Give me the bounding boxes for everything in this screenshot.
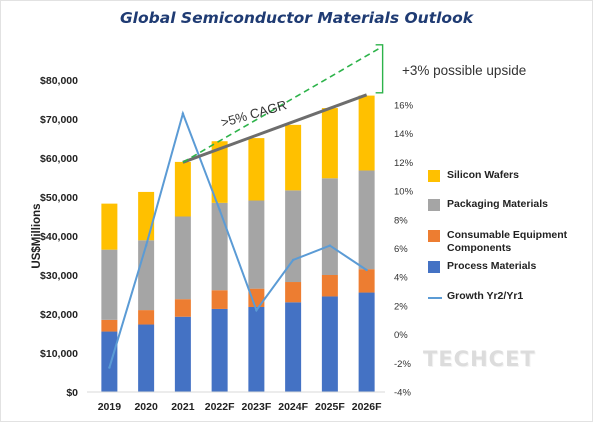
bar-silicon-wafers-2026f [358, 95, 375, 171]
bar-silicon-wafers-2023f [248, 138, 265, 201]
x-tick-label: 2026F [352, 401, 382, 413]
y2-tick-label: 14% [394, 129, 414, 140]
bar-consumable-equipment-components-2021 [174, 299, 191, 317]
bar-process-materials-2025f [321, 296, 338, 392]
bar-packaging-materials-2022f [211, 202, 228, 291]
bar-process-materials-2024f [285, 302, 302, 392]
growth-point [108, 366, 111, 369]
y-tick-label: $70,000 [40, 114, 78, 126]
y2-tick-label: 2% [394, 301, 408, 312]
bar-consumable-equipment-components-2023f [248, 288, 265, 307]
bar-packaging-materials-2025f [321, 178, 338, 275]
bar-silicon-wafers-2020 [138, 191, 155, 241]
growth-point [255, 309, 258, 312]
bar-packaging-materials-2026f [358, 170, 375, 270]
y-tick-label: $50,000 [40, 192, 78, 204]
y-tick-label: $10,000 [40, 348, 78, 360]
legend-label-process-materials: Process Materials [447, 260, 537, 272]
x-tick-label: 2023F [241, 401, 271, 413]
growth-line [108, 110, 368, 368]
bar-process-materials-2022f [211, 308, 228, 392]
growth-point [144, 244, 148, 247]
legend-label-packaging-materials: Packaging Materials [447, 198, 548, 210]
y-tick-label: $20,000 [40, 309, 78, 321]
bar-consumable-equipment-components-2025f [321, 275, 338, 297]
growth-point [328, 244, 332, 247]
growth-point [181, 112, 185, 115]
bar-silicon-wafers-2021 [174, 161, 191, 217]
legend-swatch-consumable-equipment [428, 230, 440, 242]
bar-packaging-materials-2019 [101, 249, 118, 320]
bar-silicon-wafers-2019 [101, 203, 118, 250]
bar-consumable-equipment-components-2019 [101, 319, 118, 332]
y-tick-label: $30,000 [40, 270, 78, 282]
bar-consumable-equipment-components-2022f [211, 290, 228, 309]
legend-swatch-packaging-materials [428, 199, 440, 211]
legend-label-growth: Growth Yr2/Yr1 [447, 290, 524, 302]
y2-tick-label: 6% [394, 244, 408, 255]
upside-dashed-line [182, 48, 380, 163]
bar-packaging-materials-2023f [248, 200, 265, 289]
legend-swatch-process-materials [428, 261, 440, 273]
watermark-logo: TECHCET [423, 347, 536, 371]
legend-label-consumable-equipment: Consumable Equipment Components [447, 229, 568, 254]
upside-bracket [375, 44, 384, 94]
y2-tick-label: -4% [394, 388, 411, 399]
bar-process-materials-2023f [248, 306, 265, 392]
y2-tick-label: 8% [394, 215, 408, 226]
growth-point [291, 258, 295, 262]
y2-tick-label: -2% [394, 359, 411, 370]
x-tick-label: 2024F [278, 401, 308, 413]
growth-point [365, 268, 368, 272]
y2-tick-label: 16% [394, 101, 414, 112]
bar-process-materials-2019 [101, 331, 118, 392]
legend-label-silicon-wafers: Silicon Wafers [447, 169, 519, 181]
bar-consumable-equipment-components-2026f [358, 269, 375, 293]
x-tick-label: 2025F [315, 401, 345, 413]
legend-swatch-growth [428, 297, 442, 299]
x-tick-label: 2022F [205, 401, 235, 413]
y2-tick-label: 10% [394, 187, 414, 198]
y2-tick-label: 4% [394, 273, 408, 284]
bar-packaging-materials-2020 [138, 240, 155, 311]
x-tick-label: 2020 [134, 401, 158, 413]
cagr-label: >5% CAGR [219, 97, 288, 130]
bar-consumable-equipment-components-2020 [138, 310, 155, 325]
bar-silicon-wafers-2022f [211, 141, 228, 203]
y-axis-title: US$Millions [31, 203, 43, 268]
bar-silicon-wafers-2024f [285, 124, 302, 191]
bar-process-materials-2020 [138, 324, 155, 392]
bar-consumable-equipment-components-2024f [285, 282, 302, 303]
bar-process-materials-2026f [358, 292, 375, 392]
legend-swatch-silicon-wafers [428, 170, 440, 182]
y-tick-label: $0 [66, 387, 78, 399]
y-tick-label: $80,000 [40, 75, 78, 87]
bar-packaging-materials-2021 [174, 216, 191, 300]
bar-silicon-wafers-2025f [321, 108, 338, 179]
y-tick-label: $40,000 [40, 231, 78, 243]
upside-label: +3% possible upside [402, 63, 526, 78]
y2-tick-label: 0% [394, 330, 408, 341]
y2-tick-label: 12% [394, 158, 414, 169]
x-tick-label: 2019 [98, 401, 122, 413]
growth-point [218, 208, 221, 211]
x-tick-label: 2021 [171, 401, 195, 413]
y-tick-label: $60,000 [40, 153, 78, 165]
cagr-trend-line [182, 93, 368, 164]
chart-title: Global Semiconductor Materials Outlook [119, 9, 474, 27]
bar-process-materials-2021 [174, 316, 191, 392]
